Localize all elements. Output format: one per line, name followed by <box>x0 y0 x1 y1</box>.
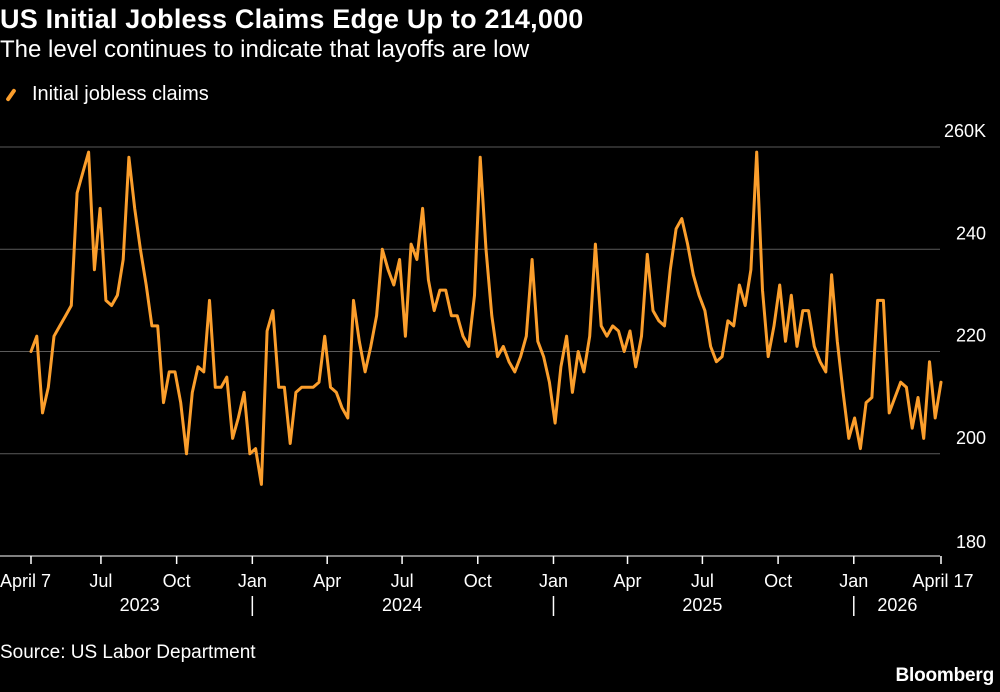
y-axis-tick-labels: 260K 240 220 200 180 <box>944 121 986 552</box>
chart-title: US Initial Jobless Claims Edge Up to 214… <box>0 4 584 34</box>
x-axis: April 7 Jul Oct Jan Apr Jul Oct Jan Apr Jul Oct Jan… <box>0 556 974 616</box>
x-tick-label: Apr <box>614 571 642 591</box>
chart-subtitle: The level continues to indicate that lay… <box>0 36 530 63</box>
year-label: 2026 <box>877 595 917 615</box>
year-label: 2024 <box>382 595 422 615</box>
x-tick-label: Oct <box>464 571 492 591</box>
year-label: 2025 <box>682 595 722 615</box>
x-tick-label: Jul <box>89 571 112 591</box>
x-tick-label: Oct <box>764 571 792 591</box>
y-tick-label: 260K <box>944 121 986 141</box>
x-tick-label: Oct <box>163 571 191 591</box>
y-tick-label: 200 <box>956 428 986 448</box>
line-chart: 260K 240 220 200 180 April 7 Jul Oct Jan Apr Jul O… <box>0 121 986 616</box>
series-line-initial-jobless-claims <box>29 150 943 486</box>
bloomberg-logo: Bloomberg <box>895 665 995 686</box>
x-tick-label: April 7 <box>0 571 51 591</box>
x-tick-label: Apr <box>313 571 341 591</box>
y-tick-label: 220 <box>956 326 986 346</box>
x-tick-label: Jan <box>839 571 868 591</box>
x-tick-label: Jul <box>391 571 414 591</box>
x-tick-label: Jul <box>691 571 714 591</box>
year-label: 2023 <box>120 595 160 615</box>
y-tick-label: 180 <box>956 532 986 552</box>
x-tick-label: Jan <box>539 571 568 591</box>
source-note: Source: US Labor Department <box>0 642 256 663</box>
legend: Initial jobless claims <box>2 83 209 106</box>
x-tick-label: Jan <box>238 571 267 591</box>
legend-label: Initial jobless claims <box>32 83 209 105</box>
grid-lines <box>0 146 940 557</box>
y-tick-label: 240 <box>956 223 986 243</box>
x-tick-label: April 17 <box>912 571 973 591</box>
